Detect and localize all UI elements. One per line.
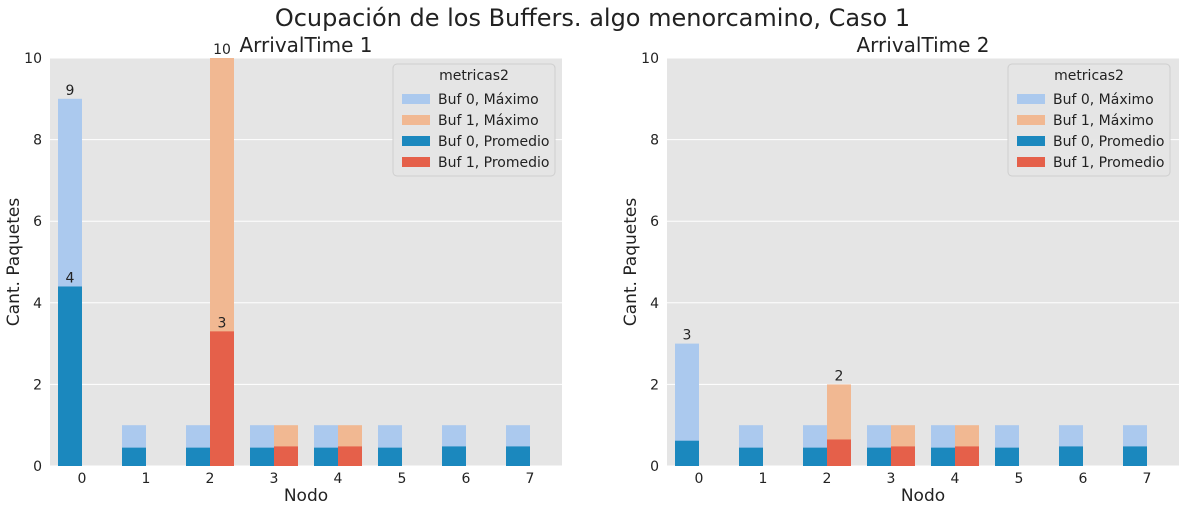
legend-swatch <box>402 136 430 146</box>
bar <box>995 447 1019 466</box>
legend-label: Buf 1, Promedio <box>438 155 549 171</box>
bar-value-label: 2 <box>835 368 844 384</box>
bar-value-label: 10 <box>213 42 231 58</box>
y-axis-label: Cant. Paquetes <box>621 198 641 327</box>
subplot-title: ArrivalTime 2 <box>856 33 989 57</box>
x-axis-label: Nodo <box>284 486 328 506</box>
y-tick-label: 4 <box>650 296 659 312</box>
bar <box>314 447 338 466</box>
bar-value-label: 3 <box>218 315 227 331</box>
bar <box>210 331 234 466</box>
x-tick-label: 1 <box>142 471 151 487</box>
legend-label: Buf 0, Máximo <box>438 92 539 108</box>
figure-title: Ocupación de los Buffers. algo menorcami… <box>274 4 911 32</box>
bar <box>1123 446 1147 466</box>
bar <box>891 446 915 466</box>
bar <box>58 286 82 466</box>
x-tick-label: 7 <box>1143 471 1152 487</box>
legend-label: Buf 0, Máximo <box>1053 92 1154 108</box>
x-tick-label: 6 <box>462 471 471 487</box>
bar <box>955 446 979 466</box>
legend-label: Buf 1, Máximo <box>438 113 539 129</box>
bar <box>274 446 298 466</box>
x-tick-label: 4 <box>334 471 343 487</box>
legend-swatch <box>1017 115 1045 125</box>
bar-value-label: 9 <box>66 83 75 99</box>
legend-box <box>1007 63 1171 177</box>
bar-value-label: 3 <box>683 328 692 344</box>
legend-swatch <box>402 157 430 167</box>
x-tick-label: 6 <box>1079 471 1088 487</box>
x-tick-label: 2 <box>206 471 215 487</box>
y-tick-label: 10 <box>641 51 659 67</box>
x-tick-label: 7 <box>526 471 535 487</box>
legend-swatch <box>402 94 430 104</box>
y-tick-label: 6 <box>650 214 659 230</box>
bar <box>867 447 891 466</box>
y-axis-label: Cant. Paquetes <box>4 198 24 327</box>
bar <box>803 447 827 466</box>
x-tick-label: 0 <box>78 471 87 487</box>
subplot-title: ArrivalTime 1 <box>239 33 372 57</box>
legend-label: Buf 0, Promedio <box>438 134 549 150</box>
bar <box>250 447 274 466</box>
x-tick-label: 5 <box>398 471 407 487</box>
y-tick-label: 0 <box>650 459 659 475</box>
legend-title: metricas2 <box>439 68 509 84</box>
y-tick-label: 8 <box>33 133 42 149</box>
bar <box>378 447 402 466</box>
legend-label: Buf 1, Máximo <box>1053 113 1154 129</box>
bar-value-label: 4 <box>66 270 75 286</box>
legend-title: metricas2 <box>1054 68 1124 84</box>
legend-swatch <box>1017 136 1045 146</box>
bar <box>675 440 699 466</box>
y-tick-label: 10 <box>24 51 42 67</box>
y-tick-label: 2 <box>33 377 42 393</box>
legend-label: Buf 0, Promedio <box>1053 134 1164 150</box>
legend-swatch <box>1017 94 1045 104</box>
bar <box>739 447 763 466</box>
bar <box>186 447 210 466</box>
bar <box>338 446 362 466</box>
legend-box <box>392 63 556 177</box>
x-tick-label: 5 <box>1015 471 1024 487</box>
y-tick-label: 4 <box>33 296 42 312</box>
y-tick-label: 2 <box>650 377 659 393</box>
legend-swatch <box>402 115 430 125</box>
bar <box>1059 446 1083 466</box>
bar <box>122 447 146 466</box>
bar <box>931 447 955 466</box>
y-tick-label: 6 <box>33 214 42 230</box>
legend-label: Buf 1, Promedio <box>1053 155 1164 171</box>
x-axis-label: Nodo <box>901 486 945 506</box>
x-tick-label: 1 <box>759 471 768 487</box>
x-tick-label: 0 <box>695 471 704 487</box>
bar <box>827 439 851 466</box>
x-tick-label: 3 <box>270 471 279 487</box>
legend-swatch <box>1017 157 1045 167</box>
x-tick-label: 3 <box>887 471 896 487</box>
bar <box>506 446 530 466</box>
x-tick-label: 2 <box>823 471 832 487</box>
bar <box>442 446 466 466</box>
y-tick-label: 0 <box>33 459 42 475</box>
x-tick-label: 4 <box>951 471 960 487</box>
y-tick-label: 8 <box>650 133 659 149</box>
